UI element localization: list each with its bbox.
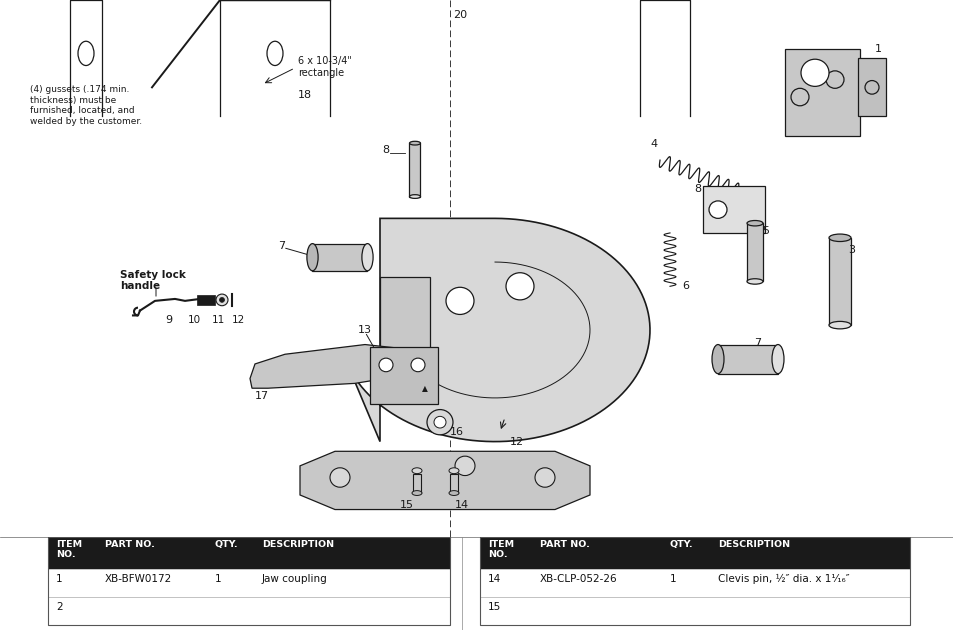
Text: DESCRIPTION: DESCRIPTION	[718, 540, 789, 549]
Circle shape	[434, 416, 446, 428]
Text: 6: 6	[681, 282, 688, 291]
Text: 5: 5	[761, 226, 768, 236]
Text: DESCRIPTION: DESCRIPTION	[262, 540, 334, 549]
Ellipse shape	[307, 244, 317, 271]
Text: Clevis pin, ½″ dia. x 1¹⁄₁₆″: Clevis pin, ½″ dia. x 1¹⁄₁₆″	[718, 574, 849, 584]
Ellipse shape	[412, 468, 421, 474]
Bar	[413, 474, 420, 493]
Ellipse shape	[409, 195, 420, 198]
Circle shape	[708, 201, 726, 219]
Text: Jaw coupling: Jaw coupling	[262, 574, 328, 584]
Text: (4) gussets (.174 min.
thickness) must be
furnished, located, and
welded by the : (4) gussets (.174 min. thickness) must b…	[30, 86, 142, 125]
Bar	[479, 537, 909, 625]
Circle shape	[446, 287, 474, 314]
Text: 1: 1	[669, 574, 676, 584]
Text: 7: 7	[753, 338, 760, 348]
Circle shape	[215, 294, 228, 306]
Text: 8: 8	[693, 184, 700, 194]
Circle shape	[505, 273, 534, 300]
Polygon shape	[299, 451, 589, 510]
Text: PART NO.: PART NO.	[105, 540, 154, 549]
Text: 14: 14	[488, 574, 500, 584]
Bar	[196, 295, 214, 305]
Text: 2: 2	[56, 602, 63, 612]
Circle shape	[330, 468, 350, 487]
Circle shape	[801, 59, 828, 86]
Text: Safety lock
handle: Safety lock handle	[120, 270, 186, 292]
Circle shape	[825, 71, 843, 88]
Text: 9: 9	[165, 315, 172, 325]
Polygon shape	[379, 277, 430, 384]
Text: 14: 14	[455, 500, 469, 510]
Ellipse shape	[449, 491, 458, 495]
Circle shape	[219, 297, 224, 302]
Bar	[48, 537, 450, 569]
Ellipse shape	[78, 41, 94, 66]
Bar	[718, 345, 778, 374]
Text: ITEM
NO.: ITEM NO.	[488, 540, 514, 559]
Text: 4: 4	[649, 139, 657, 149]
Circle shape	[411, 358, 424, 372]
Ellipse shape	[361, 244, 373, 271]
Bar	[370, 348, 437, 404]
Text: ITEM
NO.: ITEM NO.	[56, 540, 82, 559]
Text: 12: 12	[510, 437, 523, 447]
Ellipse shape	[828, 234, 850, 241]
Bar	[857, 58, 885, 117]
Ellipse shape	[412, 491, 421, 495]
Text: 15: 15	[488, 602, 500, 612]
Ellipse shape	[771, 345, 783, 374]
Bar	[48, 537, 450, 625]
Ellipse shape	[746, 220, 762, 226]
Bar	[479, 537, 909, 569]
Bar	[746, 223, 762, 282]
Text: 1: 1	[874, 43, 882, 54]
Text: QTY.: QTY.	[214, 540, 238, 549]
Ellipse shape	[449, 468, 458, 474]
Bar	[784, 49, 859, 136]
Ellipse shape	[409, 141, 420, 145]
Text: PART NO.: PART NO.	[539, 540, 589, 549]
Bar	[313, 244, 367, 271]
Text: 13: 13	[357, 325, 372, 335]
Circle shape	[535, 468, 555, 487]
Text: 17: 17	[254, 391, 269, 401]
Ellipse shape	[267, 41, 283, 66]
Ellipse shape	[746, 278, 762, 284]
Circle shape	[378, 358, 393, 372]
Bar	[48, 597, 450, 625]
Bar	[828, 238, 850, 325]
Bar	[479, 569, 909, 597]
Text: 15: 15	[399, 500, 414, 510]
Text: 11: 11	[212, 315, 225, 325]
Bar	[409, 143, 420, 197]
Bar	[702, 186, 764, 233]
Bar	[450, 474, 457, 493]
Polygon shape	[347, 219, 649, 442]
Text: 20: 20	[453, 9, 467, 20]
Text: 3: 3	[847, 246, 854, 255]
Circle shape	[427, 410, 453, 435]
Text: 10: 10	[188, 315, 201, 325]
Text: 1: 1	[214, 574, 221, 584]
Text: ▲: ▲	[421, 384, 428, 392]
Ellipse shape	[711, 345, 723, 374]
Text: 1: 1	[56, 574, 63, 584]
Text: XB-CLP-052-26: XB-CLP-052-26	[539, 574, 617, 584]
Text: 12: 12	[232, 315, 245, 325]
Text: 18: 18	[297, 90, 312, 100]
Circle shape	[455, 456, 475, 476]
Polygon shape	[250, 345, 419, 388]
Bar	[479, 597, 909, 625]
Text: QTY.: QTY.	[669, 540, 693, 549]
Text: 7: 7	[277, 241, 285, 251]
Ellipse shape	[828, 321, 850, 329]
Text: 16: 16	[450, 427, 463, 437]
Text: XB-BFW0172: XB-BFW0172	[105, 574, 172, 584]
Text: 6 x 10-3/4"
rectangle: 6 x 10-3/4" rectangle	[297, 56, 352, 78]
Bar	[48, 569, 450, 597]
Circle shape	[790, 88, 808, 106]
Text: 8: 8	[381, 146, 389, 156]
